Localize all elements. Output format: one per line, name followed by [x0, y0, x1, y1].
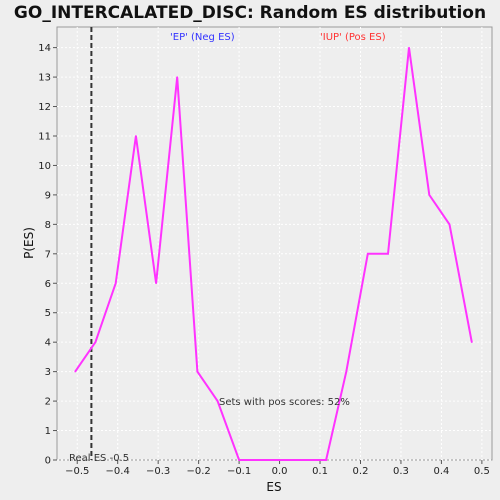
x-tick-label: 0.3	[393, 466, 409, 477]
y-tick-label: 13	[38, 73, 51, 84]
data-point	[216, 400, 219, 402]
y-tick-label: 8	[45, 220, 51, 231]
y-tick-label: 2	[45, 397, 51, 408]
y-axis-title: P(ES)	[22, 227, 36, 259]
x-tick-label: −0.4	[106, 466, 130, 477]
y-tick-label: 10	[38, 161, 51, 172]
x-tick-label: 0.0	[272, 466, 288, 477]
data-point	[470, 341, 473, 343]
x-axis-title: ES	[266, 480, 281, 494]
x-tick-label: −0.2	[186, 466, 210, 477]
x-tick-label: −0.1	[227, 466, 251, 477]
y-tick-label: 0	[45, 456, 51, 467]
data-point	[345, 370, 348, 373]
data-point	[135, 135, 137, 137]
data-point	[74, 370, 77, 373]
data-point	[176, 76, 178, 78]
data-point	[408, 46, 410, 49]
chart-title: GO_INTERCALATED_DISC: Random ES distribu…	[14, 3, 486, 23]
data-point	[258, 459, 261, 461]
y-tick-label: 7	[45, 249, 51, 260]
data-point	[238, 459, 240, 461]
pos-scores-annotation: Sets with pos scores: 52%	[219, 397, 350, 408]
y-tick-label: 12	[38, 102, 51, 113]
y-tick-label: 1	[45, 426, 51, 437]
neg-es-label: 'EP' (Neg ES)	[170, 32, 235, 43]
real-es-annotation: Real ES -0.5	[69, 453, 129, 464]
data-point	[278, 459, 281, 461]
data-point	[155, 282, 157, 285]
pos-es-label: 'IUP' (Pos ES)	[320, 32, 386, 43]
y-tick-label: 4	[45, 338, 51, 349]
es-distribution-line	[74, 47, 473, 461]
y-tick-label: 3	[45, 367, 51, 378]
x-tick-label: 0.1	[312, 466, 328, 477]
x-tick-label: 0.4	[433, 466, 449, 477]
y-tick-label: 14	[38, 43, 51, 54]
x-axis: −0.5 −0.4 −0.3 −0.2 −0.1 0.0 0.1 0.2 0.3 0.4 0.5	[65, 460, 490, 477]
y-tick-label: 5	[45, 308, 51, 319]
data-points	[74, 46, 473, 461]
x-tick-label: 0.5	[474, 466, 490, 477]
plot-area	[56, 26, 493, 461]
y-tick-label: 11	[38, 131, 51, 142]
data-point	[325, 459, 327, 461]
data-point	[387, 253, 389, 255]
data-point	[196, 370, 199, 373]
data-point	[94, 341, 97, 343]
data-point	[298, 459, 301, 461]
data-point	[114, 282, 117, 285]
grid	[57, 27, 492, 461]
y-tick-label: 9	[45, 190, 51, 201]
x-tick-label: −0.5	[65, 466, 89, 477]
data-point	[366, 253, 369, 255]
x-tick-label: 0.2	[353, 466, 369, 477]
y-tick-label: 6	[45, 279, 51, 290]
data-point	[448, 223, 451, 226]
data-point	[428, 194, 431, 196]
x-tick-label: −0.3	[146, 466, 170, 477]
